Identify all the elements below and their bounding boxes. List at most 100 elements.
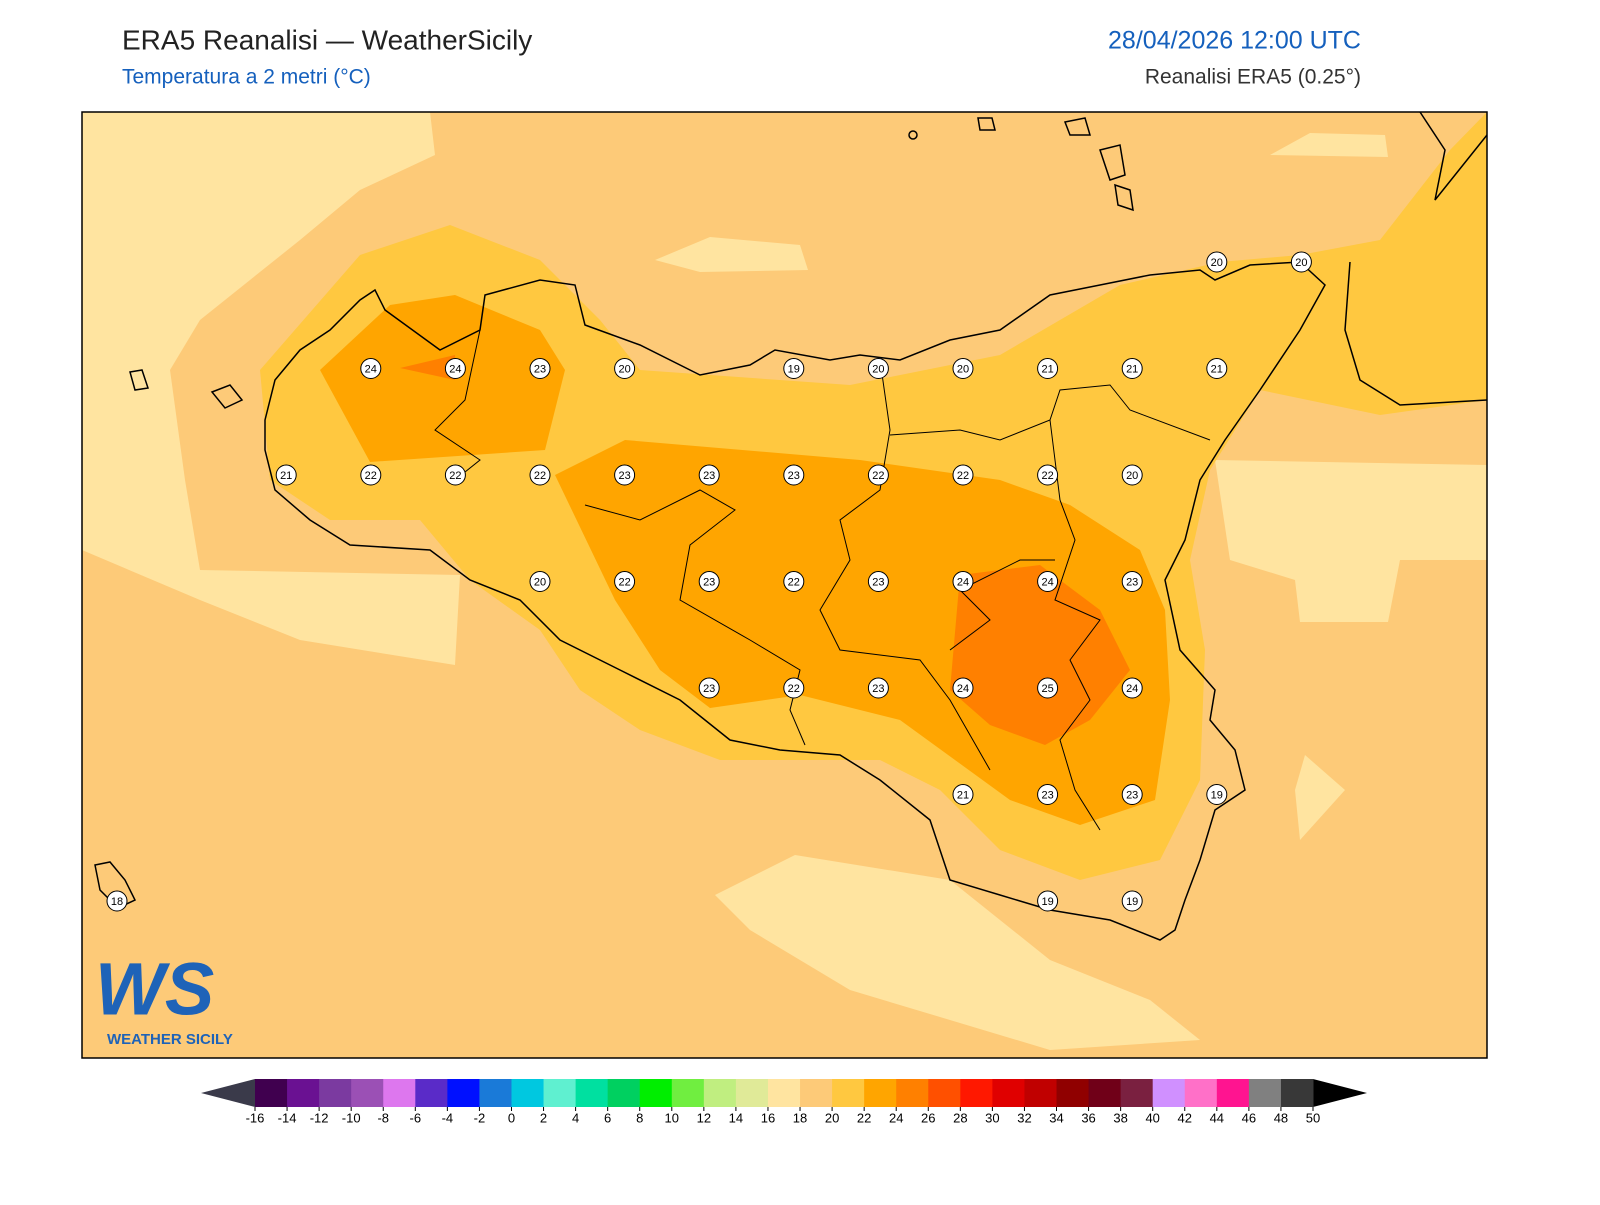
station-marker	[783, 677, 805, 699]
colorbar-swatch	[767, 1079, 801, 1107]
valid-time: 28/04/2026 12:00 UTC	[1108, 27, 1361, 55]
colorbar-tick-label: 34	[1049, 1110, 1063, 1125]
station-marker	[1121, 358, 1143, 379]
station-value: 22	[449, 470, 461, 482]
station-value: 22	[872, 470, 884, 482]
logo: WS WEATHER SICILY	[95, 948, 233, 1048]
station-marker	[1121, 890, 1143, 912]
station-marker	[1037, 358, 1059, 379]
colorbar-tick-label: 2	[540, 1110, 547, 1125]
station-marker	[867, 358, 889, 379]
station-marker	[952, 784, 974, 805]
station-marker	[444, 358, 466, 379]
colorbar-tick-label: 10	[665, 1110, 679, 1125]
station-value: 21	[957, 789, 969, 801]
station-value: 20	[872, 363, 884, 375]
colorbar-tick-label: 36	[1081, 1110, 1095, 1125]
station-marker	[698, 571, 720, 592]
colorbar-swatch	[928, 1079, 961, 1107]
colorbar-swatch	[415, 1079, 448, 1107]
station-value: 23	[872, 683, 884, 695]
station-value: 24	[365, 363, 377, 375]
station-marker	[952, 677, 974, 699]
colorbar-swatch	[1248, 1079, 1282, 1107]
station-value: 23	[1126, 576, 1138, 588]
colorbar-tick-label: -16	[246, 1110, 265, 1125]
colorbar-tick-label: -2	[474, 1110, 486, 1125]
colorbar-tick-label: -8	[377, 1110, 389, 1125]
colorbar-swatch	[800, 1079, 833, 1107]
title: ERA5 Reanalisi — WeatherSicily	[122, 24, 532, 55]
station-value: 23	[703, 470, 715, 482]
station-value: 25	[1041, 683, 1053, 695]
station-marker	[614, 358, 636, 379]
station-marker	[1037, 571, 1059, 592]
station-labels: 20 20 24 24 23 20 19 20 20 21 21 21 21 22 22 22 23 23 23 22…	[106, 251, 1312, 912]
colorbar-tick-label: 28	[953, 1110, 967, 1125]
logo-name: WEATHER SICILY	[107, 1031, 233, 1048]
colorbar-tick-label: 40	[1145, 1110, 1159, 1125]
station-marker	[698, 464, 720, 486]
colorbar-swatch	[1056, 1079, 1090, 1107]
colorbar-swatch	[703, 1079, 737, 1107]
station-marker	[106, 890, 128, 912]
station-marker	[444, 464, 466, 486]
station-marker	[529, 571, 551, 592]
colorbar-tick-label: 48	[1274, 1110, 1288, 1125]
colorbar-tick-label: -14	[278, 1110, 297, 1125]
colorbar-swatch	[735, 1079, 769, 1107]
colorbar-swatch	[1184, 1079, 1218, 1107]
colorbar-swatch	[479, 1079, 512, 1107]
station-marker	[614, 571, 636, 592]
station-value: 23	[703, 683, 715, 695]
colorbar: -16 -14 -12 -10 -8 -6 -4 -2 0 2 4 6 8 10 12 14 16 18 20 22 2…	[201, 1079, 1367, 1125]
colorbar-tick-label: 38	[1113, 1110, 1127, 1125]
station-value: 23	[872, 576, 884, 588]
station-marker	[1290, 251, 1312, 273]
station-value: 20	[1211, 257, 1223, 269]
station-value: 24	[1041, 576, 1053, 588]
station-marker	[698, 677, 720, 699]
station-value: 23	[1041, 789, 1053, 801]
colorbar-tick-label: 32	[1017, 1110, 1031, 1125]
station-value: 21	[1211, 363, 1223, 375]
station-marker	[529, 464, 551, 486]
colorbar-swatch	[543, 1079, 577, 1107]
station-marker	[1037, 677, 1059, 699]
colorbar-swatch	[1088, 1079, 1122, 1107]
colorbar-swatch	[1280, 1079, 1314, 1107]
colorbar-swatch	[1216, 1079, 1250, 1107]
station-value: 24	[957, 576, 969, 588]
station-value: 20	[1126, 470, 1138, 482]
temperature-field	[82, 112, 1487, 1058]
colorbar-tick-label: 12	[697, 1110, 711, 1125]
station-marker	[783, 358, 805, 379]
colorbar-swatch	[287, 1079, 320, 1107]
station-value: 19	[1126, 896, 1138, 908]
station-value: 20	[1295, 257, 1307, 269]
station-marker	[783, 464, 805, 486]
colorbar-tick-label: -6	[410, 1110, 422, 1125]
station-value: 19	[1211, 789, 1223, 801]
subtitle: Temperatura a 2 metri (°C)	[122, 66, 371, 89]
colorbar-tick-label: 6	[604, 1110, 611, 1125]
colorbar-swatch	[1152, 1079, 1186, 1107]
colorbar-swatch	[1024, 1079, 1058, 1107]
colorbar-over	[1313, 1079, 1367, 1107]
map-frame	[81, 111, 1488, 1059]
colorbar-tick-label: -4	[442, 1110, 454, 1125]
colorbar-tick-label: 22	[857, 1110, 871, 1125]
colorbar-swatch	[511, 1079, 545, 1107]
station-value: 22	[365, 470, 377, 482]
colorbar-tick-label: 50	[1306, 1110, 1320, 1125]
colorbar-tick-label: 16	[761, 1110, 775, 1125]
station-marker	[360, 358, 382, 379]
station-value: 21	[280, 470, 292, 482]
station-value: 18	[111, 896, 123, 908]
station-value: 20	[534, 576, 546, 588]
station-value: 19	[1041, 896, 1053, 908]
colorbar-swatch	[639, 1079, 673, 1107]
station-value: 22	[534, 470, 546, 482]
colorbar-swatch	[864, 1079, 897, 1107]
station-value: 22	[957, 470, 969, 482]
